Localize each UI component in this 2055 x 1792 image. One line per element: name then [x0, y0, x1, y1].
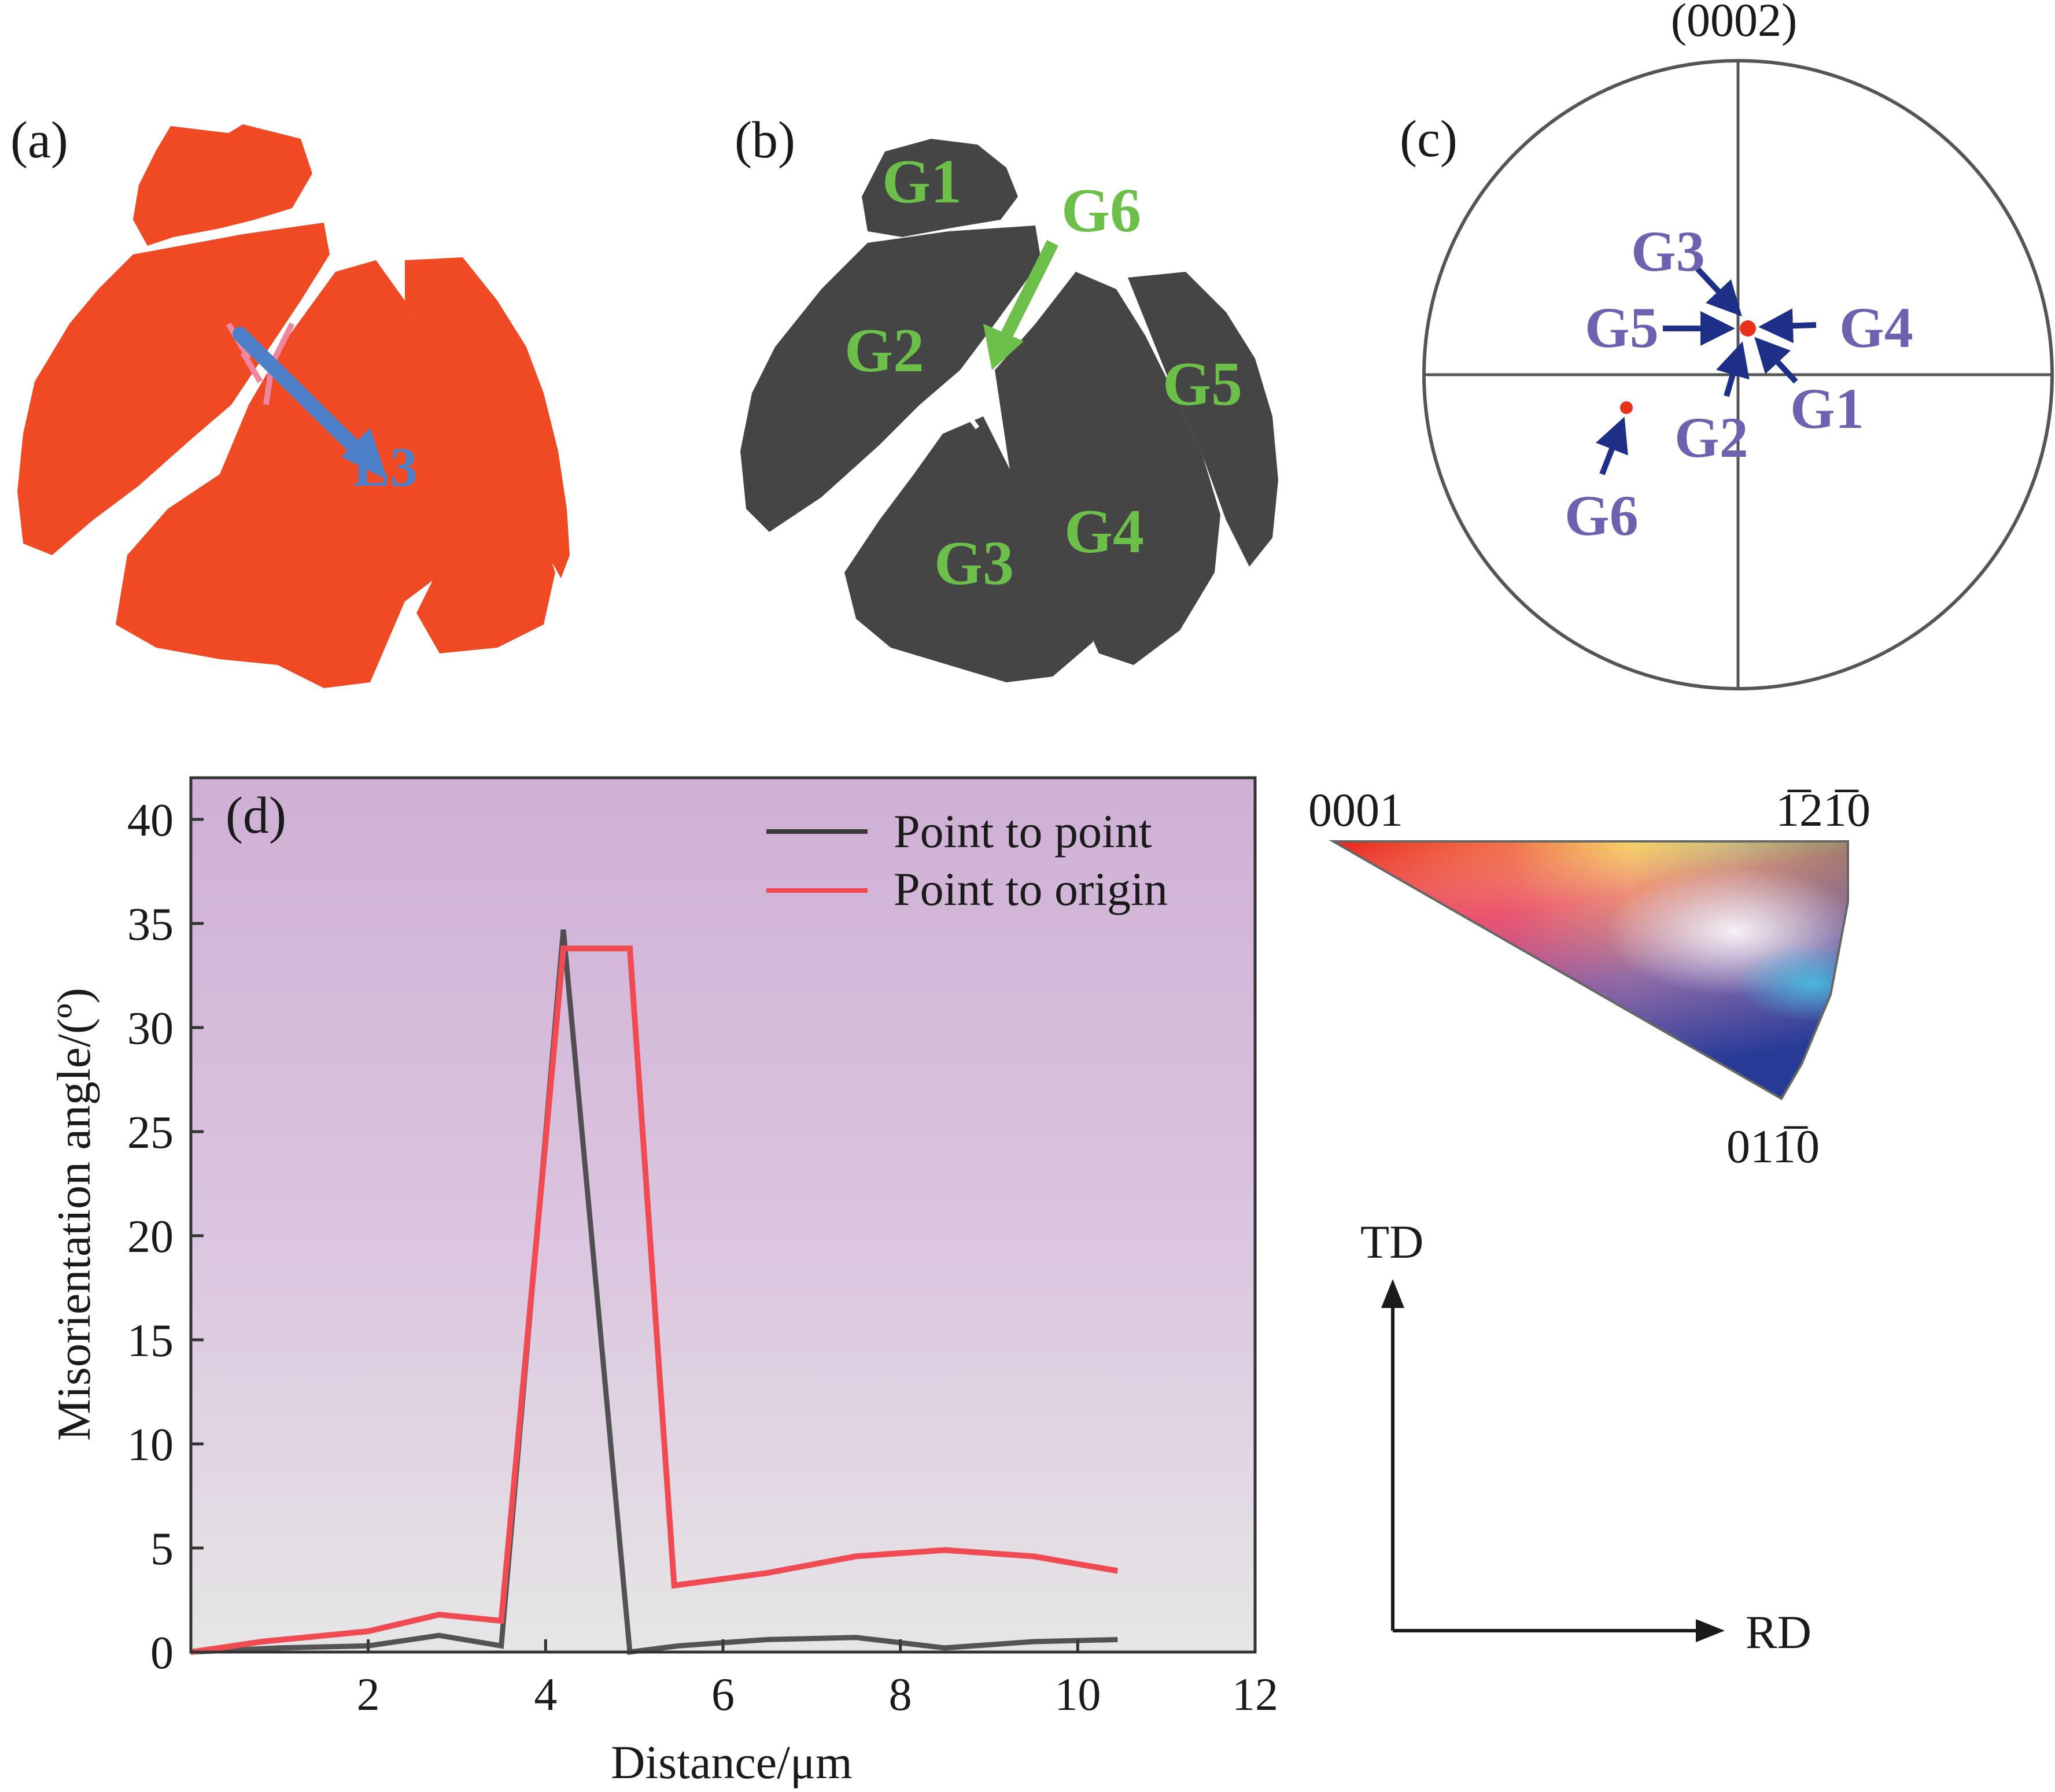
panel-a-label: (a) — [10, 112, 68, 169]
x-tick-label: 10 — [1054, 1669, 1101, 1720]
panel-b-label: (b) — [735, 112, 795, 169]
x-tick-label: 2 — [357, 1669, 380, 1720]
arrow-g6 — [1595, 416, 1628, 475]
chart-xlabel: Distance/μm — [611, 1736, 852, 1789]
ipf-label-1210: 1̅21̅0 — [1776, 784, 1870, 836]
grain-b-g3 — [844, 416, 1093, 682]
grain-a-left — [17, 223, 330, 555]
pole-label-g4: G4 — [1839, 295, 1913, 360]
line-arrowhead-a — [341, 428, 388, 480]
chart-frame — [189, 776, 1257, 1654]
orientation-map-b — [740, 139, 1278, 682]
pole-label-g1: G1 — [1790, 376, 1864, 441]
grain-label-g2: G2 — [844, 316, 924, 385]
y-tick-label: 0 — [150, 1628, 174, 1679]
pole-g6-point — [1620, 401, 1633, 414]
rd-label: RD — [1746, 1606, 1812, 1658]
sample-axes: TD RD — [1360, 1215, 1812, 1658]
line-label-a: L3 — [353, 436, 418, 498]
td-arrowhead — [1381, 1279, 1404, 1308]
grain-label-g4: G4 — [1064, 497, 1144, 566]
arrow-g2 — [1716, 341, 1750, 397]
grain-b-g4 — [995, 272, 1220, 665]
pole-label-g6: G6 — [1565, 483, 1639, 548]
grain-a-center — [116, 260, 561, 688]
series-line-point-to-origin — [190, 945, 1119, 1655]
pole-arrows — [1595, 267, 1817, 475]
x-tick-label: 8 — [889, 1669, 912, 1720]
x-tick-label: 4 — [534, 1669, 557, 1720]
line-arrow-a — [233, 327, 378, 470]
grain-label-g3: G3 — [934, 529, 1014, 598]
grain-b-g2 — [740, 226, 1041, 532]
g6-arrowhead-b — [983, 324, 1024, 370]
grain-b-g5 — [1128, 272, 1278, 567]
pole-cluster-point — [1740, 320, 1756, 337]
grain-label-g5: G5 — [1163, 350, 1242, 419]
grain-a-right — [405, 257, 570, 578]
y-tick-label: 10 — [127, 1420, 174, 1470]
pole-label: (0002) — [1671, 0, 1798, 46]
x-tick-label: 12 — [1232, 1669, 1278, 1720]
grain-b-g1 — [862, 139, 1018, 237]
orientation-map-a — [17, 124, 570, 688]
y-tick-label: 5 — [150, 1524, 174, 1575]
grain-label-g1: G1 — [882, 147, 962, 216]
y-tick-label: 30 — [127, 1003, 174, 1054]
arrow-g1 — [1754, 337, 1798, 384]
panel-d-label: (d) — [226, 787, 286, 844]
panel-c: (c) (0002) G3 G5 G4 G1 G2 G6 — [1400, 0, 2054, 690]
pole-label-g5: G5 — [1585, 295, 1659, 360]
ipf-triangle-outline — [1329, 840, 1849, 1100]
ipf-key: 0001 1̅21̅0 011̅0 — [1308, 784, 1870, 1173]
rd-arrowhead — [1696, 1619, 1725, 1642]
td-label: TD — [1360, 1215, 1423, 1268]
panel-b: (b) G1 G2 G3 G4 G5 G6 — [735, 112, 1278, 682]
y-tick-label: 15 — [127, 1316, 174, 1366]
ipf-label-0110: 011̅0 — [1726, 1120, 1820, 1173]
legend-label-point-to-origin: Point to origin — [894, 863, 1168, 915]
chart-legend: Point to point Point to origin — [766, 805, 1168, 915]
y-tick-label: 40 — [127, 795, 174, 846]
chart-plot-area — [191, 778, 1255, 1652]
y-tick-label: 25 — [127, 1107, 174, 1158]
x-tick-label: 6 — [711, 1669, 735, 1720]
boundary-b — [958, 369, 986, 430]
panel-a: (a) L3 — [10, 112, 570, 688]
pole-label-g2: G2 — [1674, 405, 1748, 470]
ipf-triangle-cyan — [1333, 841, 1848, 1099]
grain-label-g6: G6 — [1061, 176, 1141, 245]
y-tick-label: 20 — [127, 1211, 174, 1262]
chart-ticks: 2 4 6 8 10 12 0 5 10 15 20 25 30 35 40 — [127, 795, 1278, 1720]
arrow-g3 — [1695, 267, 1742, 317]
grain-a-top — [133, 124, 312, 246]
grain-a-right-lower — [416, 370, 555, 653]
pole-label-g3: G3 — [1631, 219, 1705, 283]
ipf-label-0001: 0001 — [1308, 784, 1403, 836]
arrow-g4 — [1758, 308, 1817, 343]
legend-label-point-to-point: Point to point — [894, 805, 1152, 858]
g6-arrow-b — [998, 240, 1058, 344]
y-tick-label: 35 — [127, 899, 174, 950]
panel-d: 2 4 6 8 10 12 0 5 10 15 20 25 30 35 40 (d) Point to po… — [47, 776, 1278, 1789]
chart-ylabel: Misorientation angle/(º) — [47, 988, 100, 1441]
panel-c-label: (c) — [1400, 110, 1458, 168]
